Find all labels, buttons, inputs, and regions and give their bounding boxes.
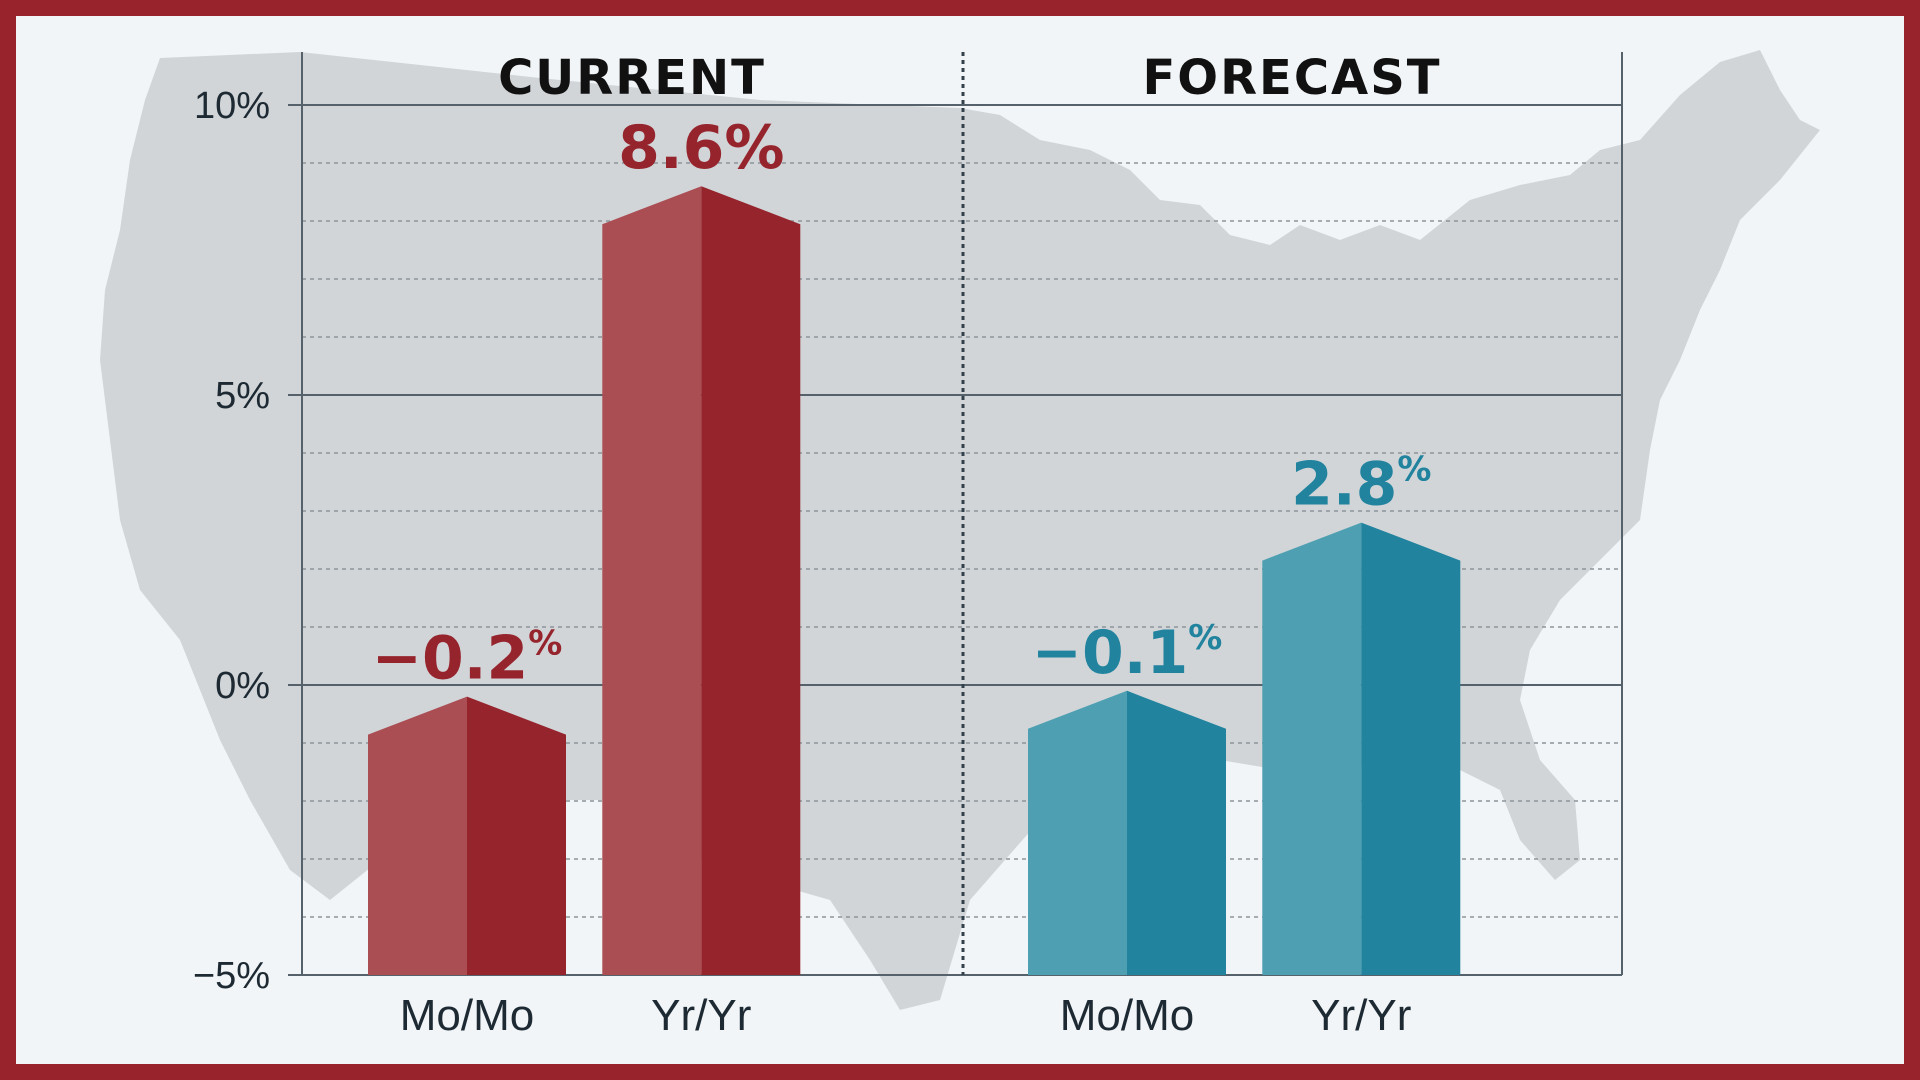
bar-left-face (602, 186, 702, 975)
us-map-silhouette (100, 50, 1820, 1010)
bar-right-face (467, 696, 566, 975)
section-headers: CURRENT FORECAST (498, 50, 1441, 106)
data-label: −0.1% (1032, 618, 1223, 688)
y-tick-label: 0% (215, 665, 270, 707)
bars (368, 186, 1461, 975)
data-label: 2.8% (1291, 450, 1431, 520)
bar-right-face (701, 186, 801, 975)
category-labels: Mo/Mo Yr/Yr Mo/Mo Yr/Yr (400, 991, 1412, 1040)
category-label: Yr/Yr (651, 991, 751, 1040)
y-tick-label: −5% (193, 955, 270, 997)
bar-right-face (1361, 522, 1461, 975)
category-label: Yr/Yr (1311, 991, 1411, 1040)
bar-left-face (1262, 522, 1362, 975)
y-tick-label: 5% (215, 375, 270, 417)
bar-left-face (368, 696, 467, 975)
category-label: Mo/Mo (400, 991, 534, 1040)
data-labels: −0.2% 8.6% −0.1% 2.8% (372, 113, 1432, 693)
section-header: CURRENT (498, 50, 766, 106)
bar-right-face (1127, 690, 1226, 975)
y-tick-label: 10% (194, 85, 270, 127)
data-label: −0.2% (372, 624, 563, 694)
y-tick-labels: 10% 5% 0% −5% (193, 85, 270, 997)
data-label: 8.6% (618, 113, 784, 183)
axes (301, 52, 1623, 975)
bar-left-face (1028, 690, 1127, 975)
category-label: Mo/Mo (1060, 991, 1194, 1040)
section-header: FORECAST (1142, 50, 1441, 106)
